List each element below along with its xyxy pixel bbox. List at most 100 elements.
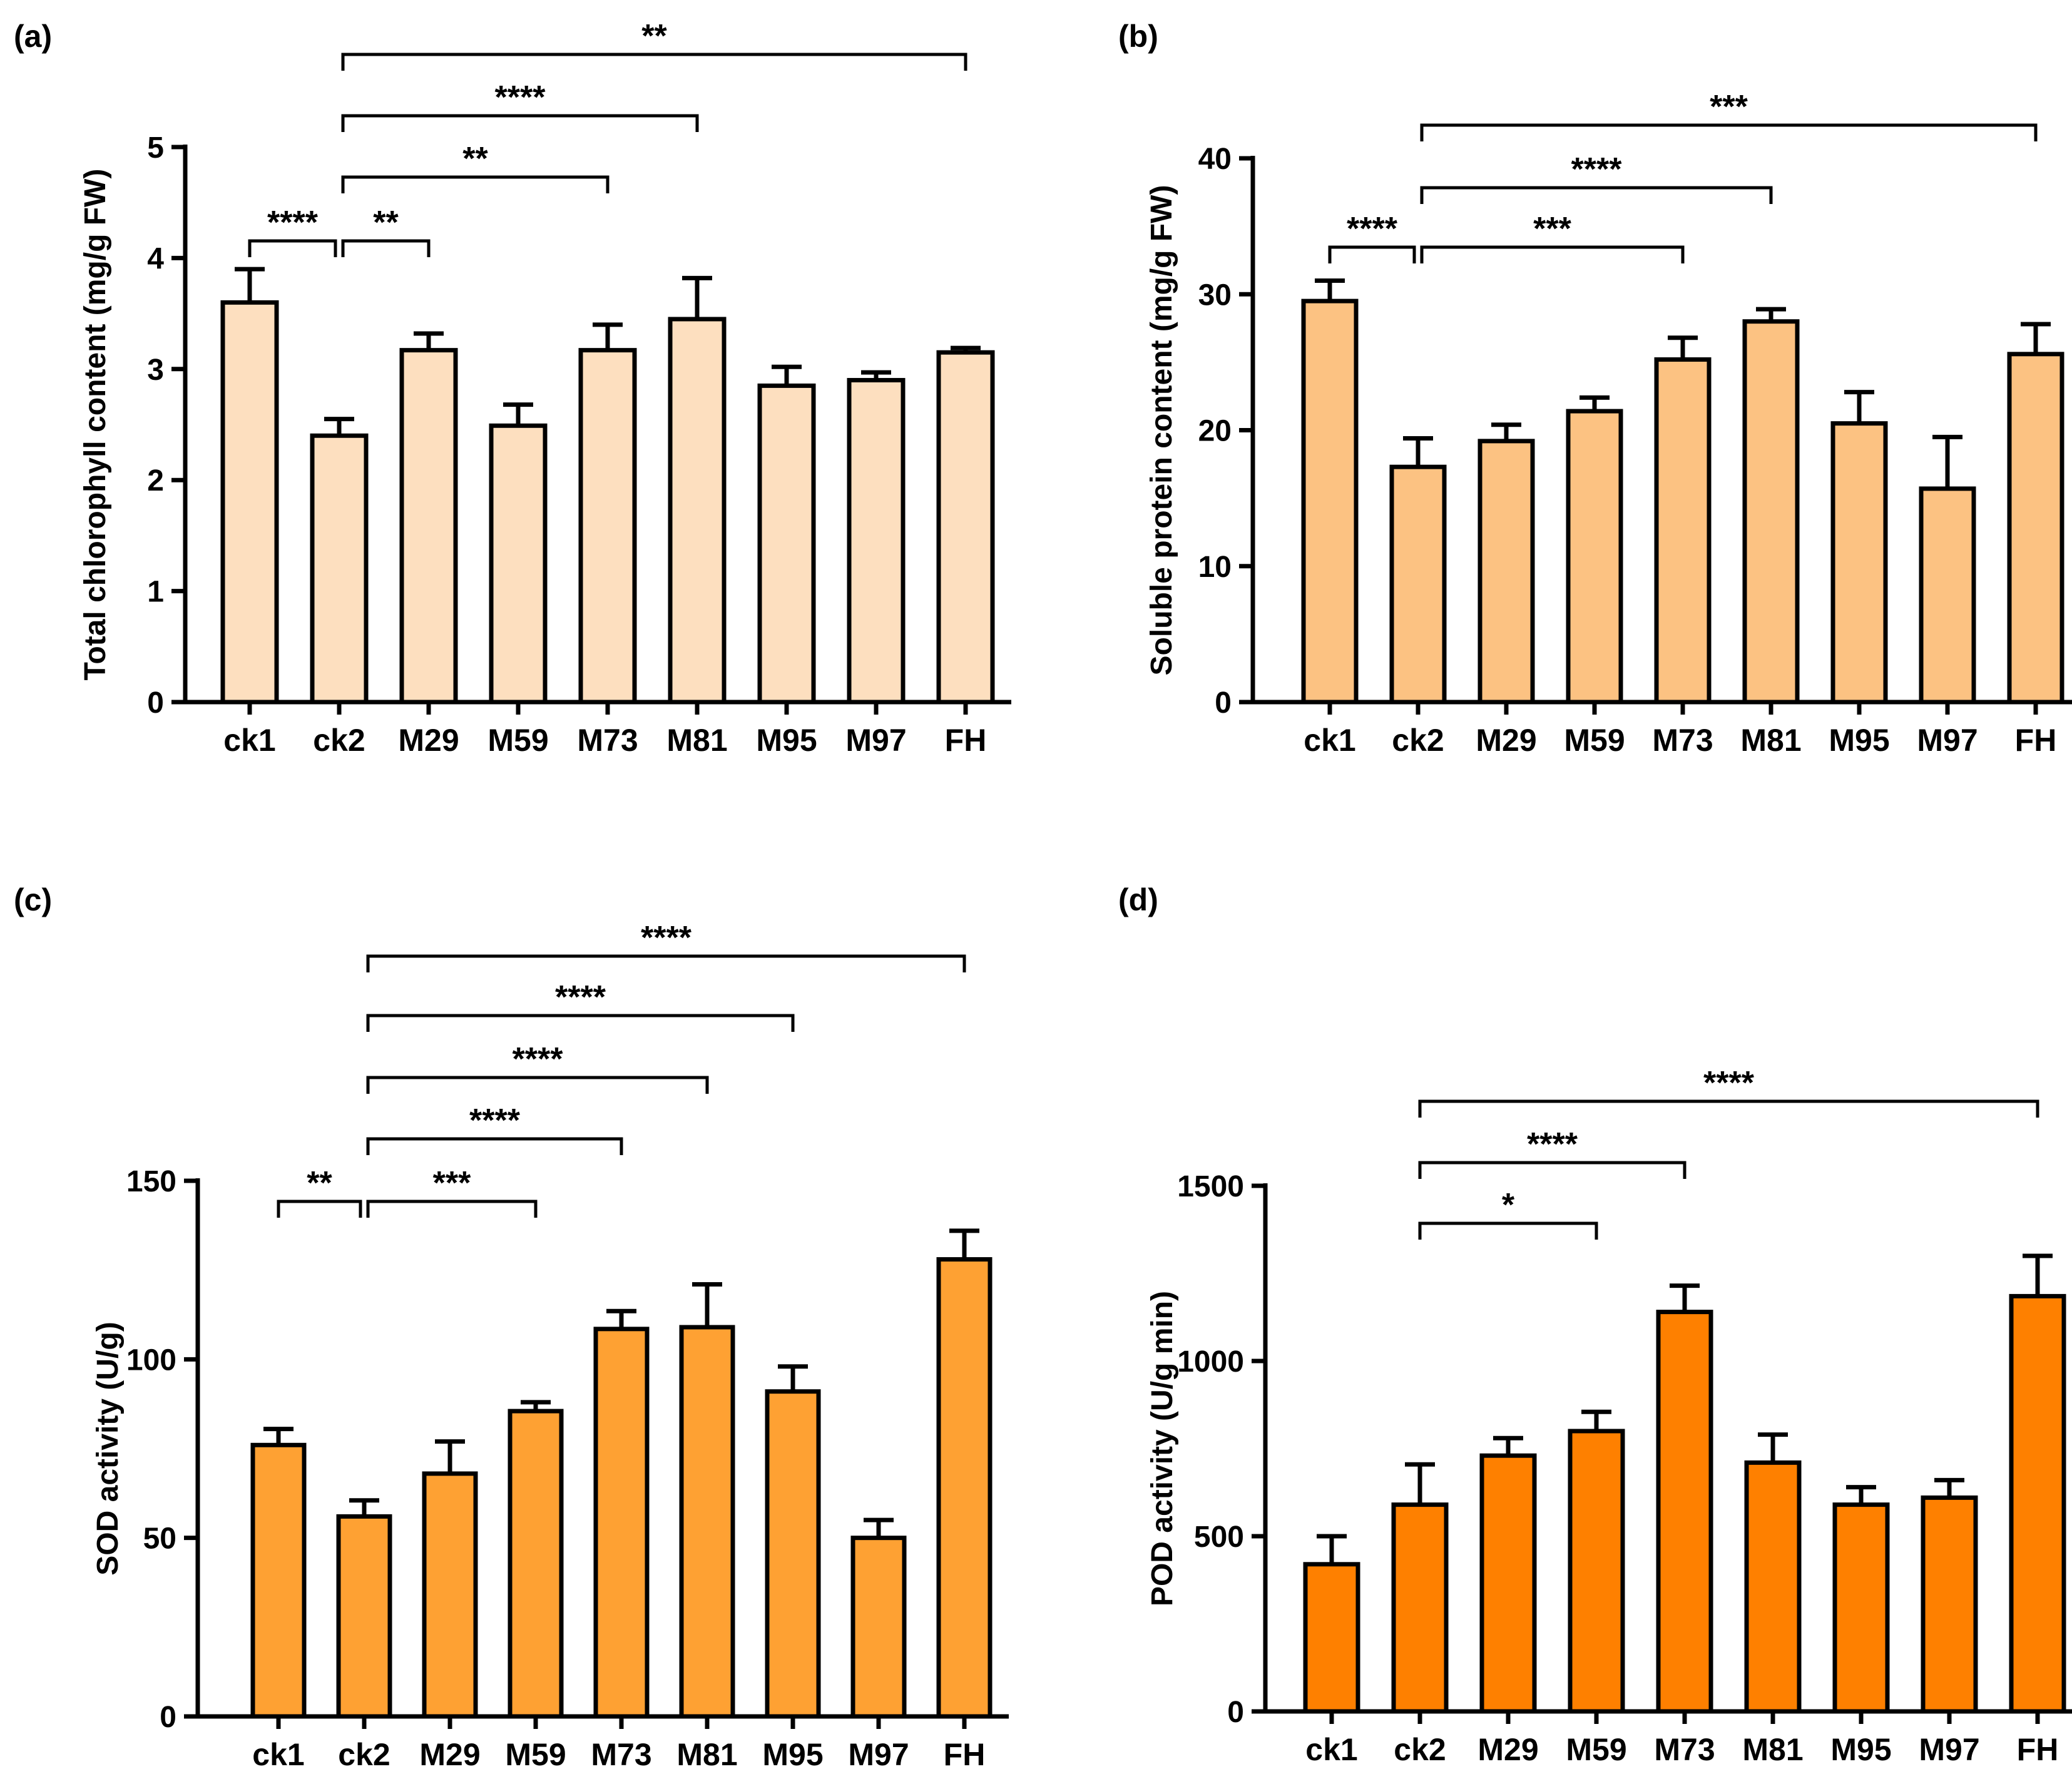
error-bar-FH (951, 345, 981, 353)
significance-bracket: **** (1420, 151, 1773, 204)
bar-ck2 (1391, 1502, 1449, 1714)
chart-panel-d: (d) 0 500 1000 1500 ck1 ck2 M29 M59 M73 M81 M95 M97 F… (1118, 882, 2072, 1767)
significance-bracket: ** (341, 141, 610, 193)
error-bar-M73 (1668, 335, 1698, 360)
bar-M95 (1830, 421, 1888, 705)
y-tick-label: 30 (1198, 278, 1232, 312)
y-axis-title: SOD activity (U/g) (91, 1322, 125, 1575)
error-bar-M29 (435, 1439, 465, 1474)
x-tick-label: M95 (1830, 1732, 1891, 1767)
x-tick-label: M95 (1829, 723, 1889, 758)
error-bar-M73 (1670, 1283, 1700, 1312)
y-tick-label: 100 (126, 1343, 176, 1377)
x-tick-label: M73 (577, 723, 638, 758)
significance-label: **** (495, 79, 546, 116)
x-tick-label: M81 (1740, 723, 1801, 758)
error-bar-M59 (521, 1400, 551, 1412)
y-tick-label: 10 (1198, 551, 1232, 584)
y-axis-title: Soluble protein content (mg/g FW) (1145, 185, 1178, 676)
bracket-line (1418, 1099, 2039, 1118)
significance-label: **** (641, 920, 692, 956)
bracket-line (366, 1014, 795, 1032)
error-bar-ck1 (235, 267, 265, 303)
x-tick-label: ck1 (252, 1737, 304, 1772)
significance-label: *** (1533, 211, 1571, 247)
x-tick-label: M59 (1564, 723, 1625, 758)
y-tick-label: 2 (147, 464, 164, 497)
significance-label: *** (1710, 89, 1748, 125)
significance-label: ** (373, 205, 399, 241)
significance-bracket: **** (1418, 1065, 2039, 1118)
x-tick-label: M29 (1477, 1732, 1538, 1767)
x-tick-label: ck1 (1305, 1732, 1357, 1767)
error-bar-ck2 (324, 417, 354, 436)
bar-M97 (1921, 1495, 1978, 1714)
bar-M81 (668, 317, 727, 705)
bar-FH (2007, 352, 2064, 705)
bar-M81 (1744, 1460, 1802, 1714)
significance-bracket: **** (366, 1103, 623, 1155)
error-bar-M81 (682, 275, 712, 319)
error-bar-ck2 (1405, 1462, 1435, 1505)
error-bar-FH (949, 1228, 979, 1260)
error-bar-ck2 (349, 1498, 379, 1517)
error-bar-M81 (692, 1282, 722, 1327)
x-tick-label: M29 (398, 723, 459, 758)
error-bar-M29 (1493, 1435, 1523, 1456)
x-tick-label: M81 (676, 1737, 737, 1772)
x-tick-label: M97 (845, 723, 906, 758)
bar-M95 (1832, 1502, 1890, 1714)
bar-FH (936, 350, 995, 705)
bracket-line (1418, 1221, 1598, 1240)
bracket-line (341, 114, 699, 132)
bar-M97 (847, 378, 906, 705)
bar-M59 (489, 423, 548, 705)
error-bar-M81 (1756, 307, 1786, 322)
bar-FH (2009, 1293, 2066, 1714)
error-bar-M73 (593, 322, 623, 350)
significance-label: **** (1347, 211, 1398, 247)
bracket-line (1418, 1161, 1687, 1179)
y-tick-label: 0 (160, 1701, 176, 1734)
error-bar-M97 (864, 1517, 894, 1538)
panel-label: (d) (1118, 882, 1158, 917)
bar-M95 (757, 383, 816, 705)
error-bar-ck1 (263, 1427, 293, 1445)
error-bar-M29 (414, 331, 444, 350)
bar-ck1 (220, 300, 279, 705)
error-bar-M95 (772, 364, 802, 386)
bar-ck1 (250, 1442, 307, 1719)
significance-bracket: ** (277, 1165, 362, 1218)
x-tick-label: M29 (1476, 723, 1536, 758)
x-tick-label: FH (945, 723, 987, 758)
bar-M59 (508, 1409, 564, 1719)
bracket-line (341, 53, 967, 71)
significance-bracket: **** (1328, 211, 1416, 263)
y-tick-label: 4 (147, 242, 164, 275)
bracket-line (277, 1200, 362, 1218)
y-tick-label: 500 (1194, 1521, 1244, 1554)
y-tick-label: 1000 (1177, 1345, 1244, 1379)
bracket-line (341, 175, 610, 193)
error-bar-M73 (606, 1308, 636, 1329)
significance-bracket: *** (366, 1165, 538, 1218)
significance-bracket: **** (1418, 1126, 1687, 1179)
significance-label: ** (462, 141, 488, 177)
x-tick-label: M59 (1566, 1732, 1626, 1767)
error-bar-ck1 (1315, 278, 1345, 302)
bar-M73 (593, 1327, 650, 1719)
significance-label: **** (513, 1041, 564, 1078)
error-bar-M95 (778, 1364, 808, 1392)
bar-M29 (422, 1471, 478, 1719)
panel-label: (c) (14, 882, 52, 917)
y-tick-label: 3 (147, 354, 164, 387)
x-tick-label: FH (944, 1737, 986, 1772)
y-tick-label: 0 (1215, 686, 1232, 720)
y-tick-label: 1500 (1177, 1170, 1244, 1203)
significance-bracket: ** (341, 18, 967, 71)
bar-M97 (850, 1536, 907, 1719)
y-tick-label: 0 (147, 686, 164, 720)
error-bar-M59 (1580, 395, 1610, 412)
x-tick-label: FH (2015, 723, 2057, 758)
panel-label: (a) (14, 19, 52, 54)
